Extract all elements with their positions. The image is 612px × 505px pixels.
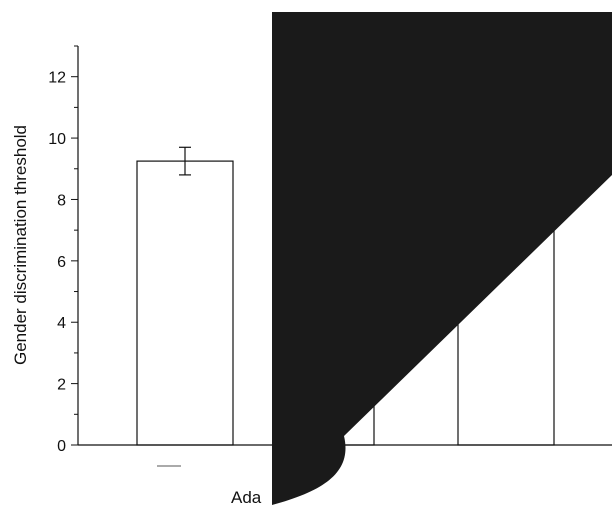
y-tick-label: 6 [57,254,66,271]
y-tick-label: 10 [48,131,66,148]
occluding-black-shape [272,12,612,505]
y-tick-label: 4 [57,315,66,332]
bar [136,160,234,446]
y-tick-label: 2 [57,377,66,394]
y-tick-label: 8 [57,192,66,209]
error-bars [179,146,191,176]
x-axis-title-fragment: Ada [231,488,262,505]
y-tick-label: 12 [48,70,66,87]
y-ticks: 0 2 4 6 8 10 12 [48,45,78,455]
y-tick-label: 0 [57,438,66,455]
y-axis-title: Gender discrimination threshold [11,125,30,365]
